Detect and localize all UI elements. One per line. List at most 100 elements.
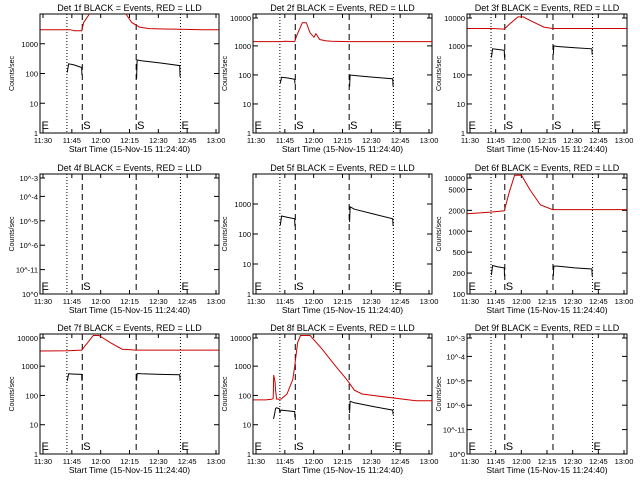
marker-E: E bbox=[394, 441, 401, 453]
x-tick-label: 12:30 bbox=[563, 136, 582, 145]
y-tick-label: 10000 bbox=[230, 14, 251, 23]
y-tick-label: 10000 bbox=[444, 14, 465, 23]
x-tick-label: 12:15 bbox=[333, 457, 352, 466]
x-axis-label: Start Time (15-Nov-15 11:24:40) bbox=[486, 465, 607, 475]
marker-S: S bbox=[506, 281, 513, 293]
x-tick-label: 13:00 bbox=[207, 457, 226, 466]
lld-line bbox=[467, 16, 627, 30]
marker-E: E bbox=[42, 441, 49, 453]
panel-title: Det 5f BLACK = Events, RED = LLD bbox=[270, 163, 415, 173]
y-tick-label: 10^-5 bbox=[19, 217, 38, 226]
x-tick-label: 11:45 bbox=[276, 136, 294, 145]
x-tick-label: 12:00 bbox=[91, 457, 110, 466]
marker-S: S bbox=[506, 120, 513, 132]
y-tick-label: 100 bbox=[238, 71, 251, 80]
marker-S: S bbox=[83, 120, 90, 132]
marker-E: E bbox=[181, 120, 188, 132]
x-tick-label: 12:45 bbox=[391, 457, 410, 466]
panel-5: Det 5f BLACK = Events, RED = LLD 11:30 11:… bbox=[222, 163, 438, 315]
panel-title: Det 2f BLACK = Events, RED = LLD bbox=[270, 3, 415, 13]
x-tick-label: 13:00 bbox=[420, 297, 439, 306]
y-tick-label: 500 bbox=[452, 248, 465, 257]
panel-6: Det 6f BLACK = Events, RED = LLD 11:30 11:… bbox=[436, 163, 633, 315]
x-tick-label: 11:45 bbox=[276, 297, 294, 306]
x-tick-label: 12:00 bbox=[91, 136, 110, 145]
x-tick-label: 13:00 bbox=[615, 136, 634, 145]
y-tick-label: 1 bbox=[247, 129, 251, 138]
marker-S: S bbox=[506, 441, 513, 453]
x-axis-label: Start Time (15-Nov-15 11:24:40) bbox=[282, 144, 403, 154]
x-tick-label: 12:15 bbox=[538, 297, 557, 306]
x-axis-label: Start Time (15-Nov-15 11:24:40) bbox=[69, 144, 190, 154]
marker-E: E bbox=[594, 120, 601, 132]
y-tick-label: 1000 bbox=[448, 42, 465, 51]
x-tick-label: 11:45 bbox=[276, 457, 294, 466]
panel-4: Det 4f BLACK = Events, RED = LLD 11:30 11:… bbox=[9, 163, 225, 315]
x-tick-label: 12:00 bbox=[304, 457, 323, 466]
panel-8: Det 8f BLACK = Events, RED = LLD 11:30 11:… bbox=[222, 323, 438, 475]
events-line bbox=[552, 45, 593, 55]
marker-E: E bbox=[181, 281, 188, 293]
lld-line bbox=[40, 13, 90, 32]
lld-line bbox=[467, 174, 627, 215]
x-tick-label: 12:30 bbox=[563, 457, 582, 466]
marker-E: E bbox=[594, 281, 601, 293]
x-tick-label: 12:30 bbox=[149, 297, 168, 306]
x-tick-label: 11:30 bbox=[461, 136, 479, 145]
panel-3: Det 3f BLACK = Events, RED = LLD 11:30 11:… bbox=[436, 3, 633, 154]
x-tick-label: 12:45 bbox=[589, 457, 608, 466]
y-tick-label: 10 bbox=[30, 421, 38, 430]
events-line bbox=[490, 264, 505, 277]
x-tick-label: 13:00 bbox=[420, 457, 439, 466]
events-line bbox=[349, 74, 394, 87]
x-tick-label: 12:30 bbox=[362, 136, 381, 145]
y-tick-label: 200 bbox=[452, 269, 465, 278]
x-tick-label: 11:30 bbox=[247, 297, 265, 306]
marker-E: E bbox=[255, 441, 262, 453]
y-tick-label: 10000 bbox=[444, 174, 465, 183]
y-tick-label: 10^-3 bbox=[19, 174, 38, 183]
marker-S: S bbox=[554, 120, 561, 132]
lld-line bbox=[253, 335, 432, 402]
y-tick-label: 10^-4 bbox=[19, 192, 38, 201]
y-tick-label: 10^-5 bbox=[446, 377, 465, 386]
x-tick-label: 12:30 bbox=[362, 457, 381, 466]
x-tick-label: 12:15 bbox=[333, 297, 352, 306]
x-tick-label: 11:45 bbox=[487, 297, 505, 306]
marker-S: S bbox=[296, 441, 303, 453]
x-tick-label: 12:45 bbox=[589, 297, 608, 306]
marker-S: S bbox=[83, 281, 90, 293]
panel-2: Det 2f BLACK = Events, RED = LLD 11:30 11:… bbox=[222, 3, 438, 154]
x-tick-label: 12:15 bbox=[120, 136, 139, 145]
marker-S: S bbox=[350, 120, 357, 132]
x-tick-label: 12:45 bbox=[391, 297, 410, 306]
x-tick-label: 11:30 bbox=[247, 457, 265, 466]
panel-title: Det 4f BLACK = Events, RED = LLD bbox=[57, 163, 202, 173]
y-tick-label: 10 bbox=[243, 421, 251, 430]
y-tick-label: 10^-6 bbox=[446, 401, 465, 410]
y-tick-label: 1 bbox=[247, 290, 251, 299]
plot-frame bbox=[252, 13, 433, 134]
events-line bbox=[279, 76, 296, 84]
x-tick-label: 11:45 bbox=[63, 297, 81, 306]
x-tick-label: 11:30 bbox=[34, 136, 52, 145]
y-tick-label: 1 bbox=[34, 129, 38, 138]
x-axis-label: Start Time (15-Nov-15 11:24:40) bbox=[282, 465, 403, 475]
x-tick-label: 12:45 bbox=[178, 457, 197, 466]
y-tick-label: 1000 bbox=[234, 200, 251, 209]
x-tick-label: 12:45 bbox=[178, 136, 197, 145]
marker-E: E bbox=[394, 120, 401, 132]
x-tick-label: 11:45 bbox=[487, 457, 505, 466]
x-tick-label: 11:45 bbox=[487, 136, 505, 145]
events-line bbox=[349, 205, 394, 227]
marker-S: S bbox=[296, 120, 303, 132]
x-tick-label: 12:00 bbox=[512, 457, 531, 466]
x-tick-label: 12:00 bbox=[512, 136, 531, 145]
lld-line bbox=[40, 335, 219, 352]
y-tick-label: 10 bbox=[457, 100, 465, 109]
plot-frame bbox=[466, 13, 628, 134]
x-tick-label: 12:00 bbox=[304, 136, 323, 145]
x-tick-label: 13:00 bbox=[207, 297, 226, 306]
x-tick-label: 11:30 bbox=[34, 457, 52, 466]
